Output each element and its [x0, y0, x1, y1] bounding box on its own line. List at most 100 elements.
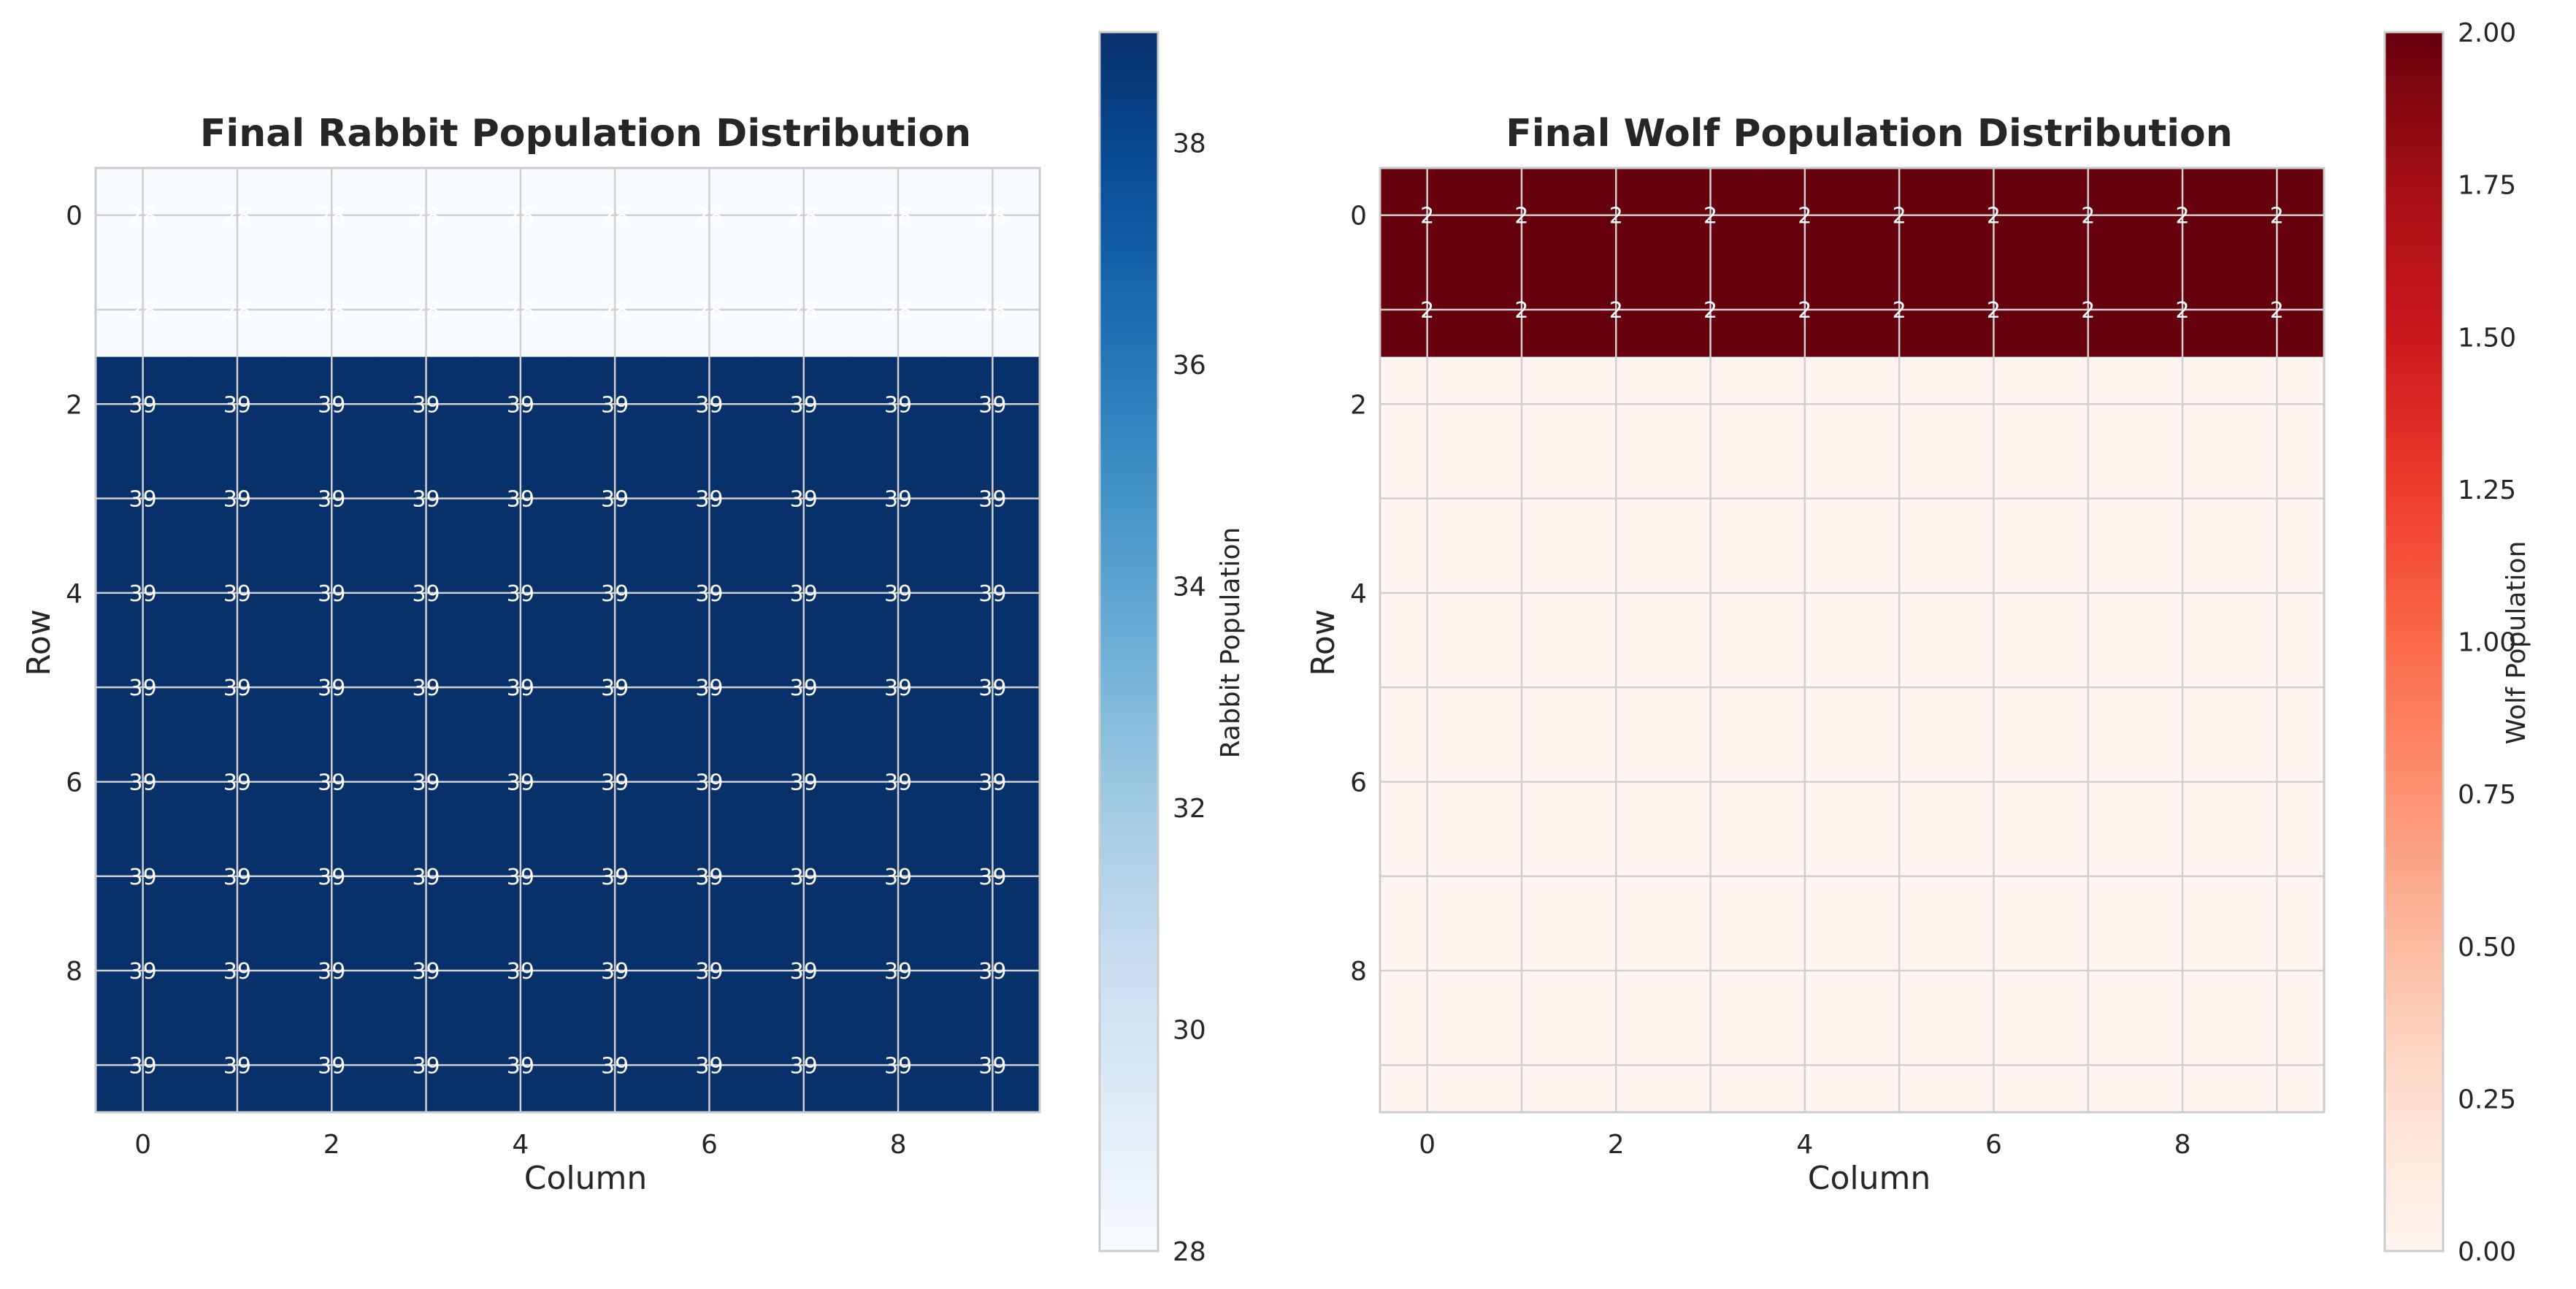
cell-value-label: 2: [2176, 204, 2190, 229]
cell-value-label: 28: [318, 204, 345, 229]
cell-value-label: 39: [695, 581, 723, 607]
cell-value-label: 39: [507, 392, 534, 418]
y-tick-label: 6: [66, 768, 83, 798]
cell-value-label: 39: [507, 1053, 534, 1079]
rabbit-heatmap-panel: Final Rabbit Population Distribution Col…: [20, 31, 1246, 1267]
cell-value-label: 28: [884, 298, 912, 324]
cell-value-label: 39: [318, 770, 345, 795]
cell-value-label: 39: [223, 770, 251, 795]
cell-value-label: 2: [1609, 204, 1623, 229]
colorbar-tick-label: 36: [1173, 351, 1206, 380]
cell-value-label: 39: [978, 676, 1006, 701]
cell-value-label: 39: [507, 581, 534, 607]
cell-value-label: 28: [695, 298, 723, 324]
x-tick-label: 6: [701, 1130, 718, 1160]
cell-value-label: 39: [507, 770, 534, 795]
cell-value-label: 2: [2176, 298, 2190, 324]
cell-value-label: 39: [884, 487, 912, 513]
cell-value-label: 28: [129, 298, 157, 324]
cell-value-label: 2: [1987, 204, 2001, 229]
rabbit-cell-labels: 28 28 28 28 28 28 28 28 28 28 28 28 28 28 28 28 28 28 28 28…: [129, 204, 1007, 1079]
cell-value-label: 39: [695, 770, 723, 795]
rabbit-colorbar-label: Rabbit Population: [1216, 527, 1246, 759]
wolf-x-axis-label: Column: [1808, 1160, 1931, 1197]
rabbit-colorbar: 28 30 32 34 36 38: [1098, 31, 1206, 1267]
cell-value-label: 39: [507, 676, 534, 701]
cell-value-label: 2: [1798, 298, 1812, 324]
colorbar-tick-label: 2.00: [2458, 18, 2516, 48]
cell-value-label: 39: [412, 392, 440, 418]
cell-value-label: 28: [318, 298, 345, 324]
cell-value-label: 39: [884, 392, 912, 418]
cell-value-label: 39: [318, 392, 345, 418]
colorbar-gradient: [1098, 31, 1159, 1252]
cell-value-label: 39: [695, 392, 723, 418]
cell-value-label: 39: [978, 865, 1006, 890]
cell-value-label: 28: [412, 204, 440, 229]
cell-value-label: 39: [695, 1053, 723, 1079]
cell-value-label: 39: [223, 865, 251, 890]
cell-value-label: 39: [978, 487, 1006, 513]
cell-value-label: 39: [507, 959, 534, 984]
y-tick-label: 0: [1350, 202, 1367, 232]
cell-value-label: 28: [223, 204, 251, 229]
wolf-grid: [1379, 167, 2326, 1114]
rabbit-grid: [94, 167, 1041, 1114]
cell-value-label: 39: [978, 959, 1006, 984]
cell-value-label: 39: [601, 1053, 629, 1079]
rabbit-chart-title: Final Rabbit Population Distribution: [200, 112, 971, 156]
cell-value-label: 28: [412, 298, 440, 324]
cell-value-label: 39: [223, 581, 251, 607]
cell-value-label: 39: [129, 581, 157, 607]
cell-value-label: 39: [412, 770, 440, 795]
x-tick-label: 6: [1985, 1130, 2002, 1160]
cell-value-label: 2: [2270, 204, 2284, 229]
cell-value-label: 28: [601, 204, 629, 229]
cell-value-label: 28: [129, 204, 157, 229]
cell-value-label: 39: [601, 959, 629, 984]
colorbar-tick-label: 30: [1173, 1016, 1206, 1046]
wolf-y-axis-label: Row: [1305, 609, 1342, 676]
cell-value-label: 39: [884, 676, 912, 701]
cell-value-label: 39: [223, 676, 251, 701]
wolf-colorbar: 0.00 0.25 0.50 0.75 1.00 1.25 1.50 1.75 2.00: [2383, 18, 2516, 1267]
wolf-x-ticks: 0 2 4 6 8: [1419, 1130, 2190, 1160]
y-tick-label: 8: [1350, 957, 1367, 987]
cell-value-label: 2: [1893, 204, 1906, 229]
cell-value-label: 39: [884, 959, 912, 984]
wolf-y-ticks: 0 2 4 6 8: [1350, 202, 1367, 987]
cell-value-label: 39: [223, 959, 251, 984]
cell-value-label: 39: [318, 865, 345, 890]
colorbar-tick-label: 34: [1173, 573, 1206, 603]
cell-value-label: 39: [601, 865, 629, 890]
cell-value-label: 39: [412, 865, 440, 890]
rabbit-x-ticks: 0 2 4 6 8: [134, 1130, 906, 1160]
cell-value-label: 39: [978, 770, 1006, 795]
cell-value-label: 39: [129, 770, 157, 795]
cell-value-label: 2: [2081, 204, 2095, 229]
rabbit-y-axis-label: Row: [20, 609, 58, 676]
cell-value-label: 39: [790, 770, 818, 795]
cell-value-label: 2: [1514, 204, 1528, 229]
cell-value-label: 39: [790, 865, 818, 890]
cell-value-label: 2: [1703, 204, 1717, 229]
cell-value-label: 2: [2270, 298, 2284, 324]
colorbar-tick-label: 0.25: [2458, 1085, 2516, 1114]
cell-value-label: 28: [507, 204, 534, 229]
colorbar-tick-label: 1.25: [2458, 475, 2516, 505]
y-tick-label: 6: [1350, 768, 1367, 798]
y-tick-label: 4: [66, 579, 83, 609]
x-tick-label: 0: [134, 1130, 151, 1160]
cell-value-label: 39: [695, 959, 723, 984]
cell-value-label: 39: [412, 487, 440, 513]
y-tick-label: 2: [1350, 390, 1367, 420]
y-tick-label: 8: [66, 957, 83, 987]
cell-value-label: 39: [695, 676, 723, 701]
x-tick-label: 0: [1419, 1130, 1435, 1160]
colorbar-tick-label: 1.75: [2458, 171, 2516, 201]
colorbar-tick-label: 38: [1173, 129, 1206, 159]
cell-value-label: 28: [884, 204, 912, 229]
cell-value-label: 39: [601, 676, 629, 701]
rabbit-y-ticks: 0 2 4 6 8: [66, 202, 83, 987]
